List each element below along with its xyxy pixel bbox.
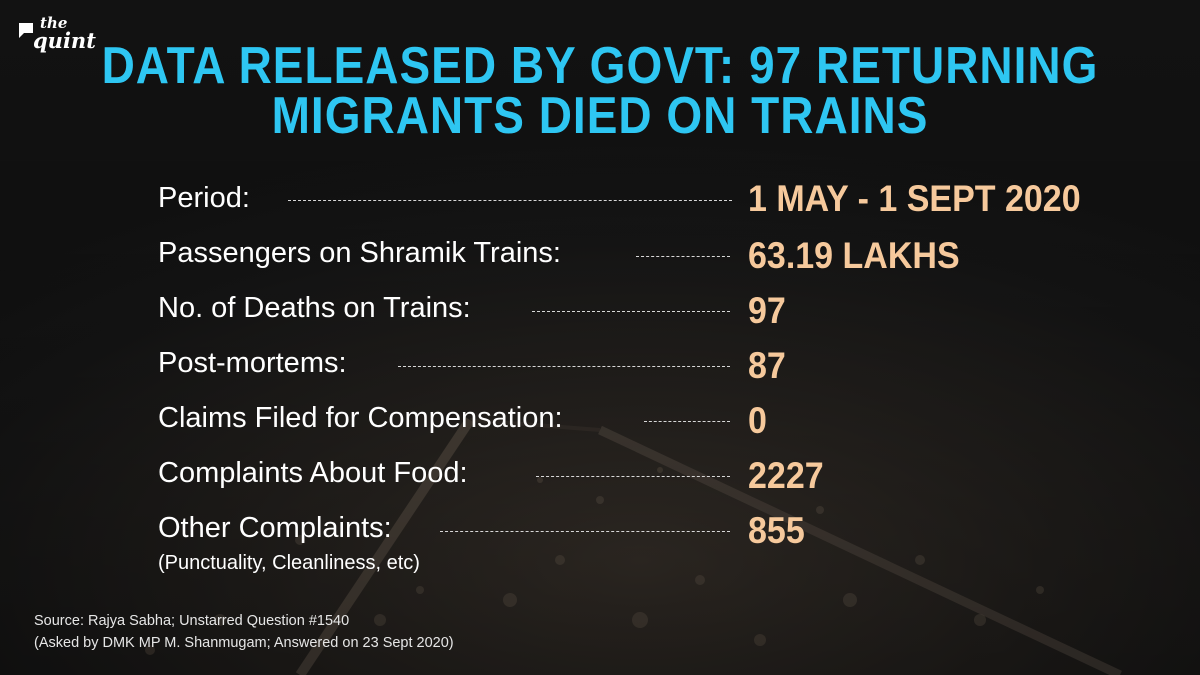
leader-dashes — [440, 531, 730, 532]
quote-bubble-icon — [19, 23, 33, 38]
row-label-passengers: Passengers on Shramik Trains: — [158, 237, 561, 269]
brand-logo-the: the — [40, 14, 68, 32]
leader-dashes — [398, 366, 730, 367]
row-value-claims: 0 — [748, 400, 767, 442]
row-label-food-complaints: Complaints About Food: — [158, 457, 468, 489]
row-value-period: 1 MAY - 1 SEPT 2020 — [748, 178, 1081, 220]
brand-logo-quint: quint — [33, 28, 96, 53]
leader-dashes — [532, 311, 730, 312]
row-label-other-complaints: Other Complaints: — [158, 512, 392, 544]
brand-logo — [14, 14, 94, 64]
leader-dashes — [636, 256, 730, 257]
row-label-deaths: No. of Deaths on Trains: — [158, 292, 471, 324]
leader-dashes — [536, 476, 730, 477]
leader-dashes — [644, 421, 730, 422]
row-label-claims: Claims Filed for Compensation: — [158, 402, 563, 434]
headline-line-2: MIGRANTS DIED ON TRAINS — [271, 85, 929, 145]
row-value-deaths: 97 — [748, 290, 786, 332]
row-value-passengers: 63.19 LAKHS — [748, 235, 960, 277]
row-value-food-complaints: 2227 — [748, 455, 824, 497]
headline-line-1: DATA RELEASED BY GOVT: 97 RETURNING — [101, 35, 1099, 95]
source-line-1: Source: Rajya Sabha; Unstarred Question … — [34, 613, 350, 629]
leader-dashes — [288, 200, 732, 201]
row-value-postmortems: 87 — [748, 345, 786, 387]
row-value-other-complaints: 855 — [748, 510, 805, 552]
row-label-postmortems: Post-mortems: — [158, 347, 347, 379]
row-sublabel-other-complaints: (Punctuality, Cleanliness, etc) — [158, 552, 420, 574]
source-line-2: (Asked by DMK MP M. Shanmugam; Answered … — [34, 635, 454, 651]
row-label-period: Period: — [158, 182, 250, 214]
